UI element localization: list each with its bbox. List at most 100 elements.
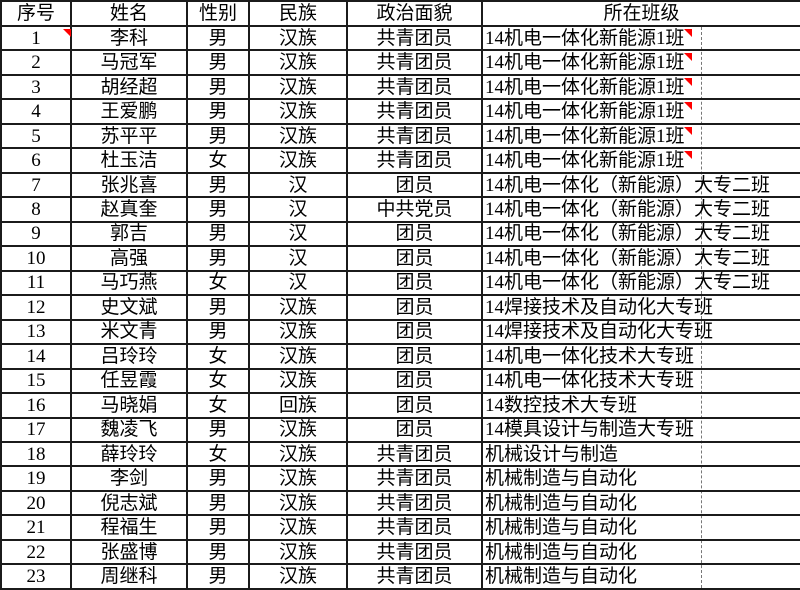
cell-political[interactable]: 共青团员 — [346, 24, 483, 52]
cell-gender[interactable]: 男 — [186, 416, 250, 443]
cell-ethnicity[interactable]: 汉族 — [248, 514, 348, 541]
cell-ethnicity[interactable]: 汉族 — [248, 489, 348, 517]
cell-political[interactable]: 团员 — [346, 269, 483, 297]
cell-ethnicity[interactable]: 汉族 — [248, 294, 348, 321]
cell-political[interactable]: 团员 — [346, 294, 483, 321]
cell-gender[interactable]: 男 — [186, 514, 250, 541]
cell-name[interactable]: 李剑 — [70, 465, 188, 492]
cell-ethnicity[interactable]: 汉族 — [248, 98, 348, 125]
cell-name[interactable]: 吕玲玲 — [70, 343, 188, 370]
cell-gender[interactable]: 男 — [186, 563, 250, 590]
cell-political[interactable]: 共青团员 — [346, 489, 483, 517]
cell-political[interactable]: 共青团员 — [346, 514, 483, 541]
cell-ethnicity[interactable]: 汉族 — [248, 440, 348, 468]
cell-ethnicity[interactable]: 汉族 — [248, 318, 348, 346]
cell-ethnicity[interactable]: 汉 — [248, 220, 348, 248]
cell-political[interactable]: 团员 — [346, 318, 483, 346]
cell-gender[interactable]: 男 — [186, 489, 250, 517]
cell-gender[interactable]: 男 — [186, 49, 250, 76]
cell-ethnicity[interactable]: 汉族 — [248, 563, 348, 590]
cell-class[interactable]: 14焊接技术及自动化大专班 — [481, 294, 800, 321]
cell-index[interactable]: 23 — [0, 563, 72, 590]
cell-political[interactable]: 共青团员 — [346, 98, 483, 125]
cell-class[interactable]: 14机电一体化（新能源）大专二班 — [481, 171, 800, 199]
cell-name[interactable]: 杜玉洁 — [70, 147, 188, 174]
cell-name[interactable]: 马晓娟 — [70, 392, 188, 419]
cell-name[interactable]: 薛玲玲 — [70, 440, 188, 468]
cell-gender[interactable]: 男 — [186, 73, 250, 101]
cell-class[interactable]: 机械设计与制造 — [481, 440, 800, 468]
cell-political[interactable]: 共青团员 — [346, 122, 483, 150]
cell-gender[interactable]: 男 — [186, 318, 250, 346]
cell-class[interactable]: 14机电一体化新能源1班 — [481, 49, 800, 76]
cell-political[interactable]: 团员 — [346, 367, 483, 395]
cell-index[interactable]: 19 — [0, 465, 72, 492]
cell-political[interactable]: 团员 — [346, 416, 483, 443]
cell-ethnicity[interactable]: 汉族 — [248, 343, 348, 370]
cell-ethnicity[interactable]: 汉族 — [248, 416, 348, 443]
cell-gender[interactable]: 男 — [186, 245, 250, 272]
cell-political[interactable]: 中共党员 — [346, 196, 483, 223]
cell-name[interactable]: 郭吉 — [70, 220, 188, 248]
cell-gender[interactable]: 男 — [186, 196, 250, 223]
cell-gender[interactable]: 男 — [186, 24, 250, 52]
cell-gender[interactable]: 女 — [186, 343, 250, 370]
column-header-ethnicity[interactable]: 民族 — [248, 0, 348, 27]
cell-index[interactable]: 5 — [0, 122, 72, 150]
cell-class[interactable]: 14机电一体化新能源1班 — [481, 24, 800, 52]
cell-name[interactable]: 倪志斌 — [70, 489, 188, 517]
cell-ethnicity[interactable]: 汉 — [248, 196, 348, 223]
cell-name[interactable]: 王爱鹏 — [70, 98, 188, 125]
cell-political[interactable]: 共青团员 — [346, 538, 483, 566]
cell-index[interactable]: 18 — [0, 440, 72, 468]
cell-index[interactable]: 10 — [0, 245, 72, 272]
cell-political[interactable]: 团员 — [346, 245, 483, 272]
cell-index[interactable]: 13 — [0, 318, 72, 346]
cell-class[interactable]: 机械制造与自动化 — [481, 514, 800, 541]
cell-ethnicity[interactable]: 汉族 — [248, 538, 348, 566]
cell-ethnicity[interactable]: 汉族 — [248, 367, 348, 395]
cell-class[interactable]: 机械制造与自动化 — [481, 489, 800, 517]
cell-gender[interactable]: 男 — [186, 220, 250, 248]
cell-gender[interactable]: 男 — [186, 122, 250, 150]
cell-class[interactable]: 14模具设计与制造大专班 — [481, 416, 800, 443]
cell-class[interactable]: 14机电一体化（新能源）大专二班 — [481, 196, 800, 223]
cell-index[interactable]: 1 — [0, 24, 72, 52]
cell-index[interactable]: 4 — [0, 98, 72, 125]
cell-name[interactable]: 张盛博 — [70, 538, 188, 566]
column-header-class[interactable]: 所在班级 — [481, 0, 800, 27]
cell-index[interactable]: 6 — [0, 147, 72, 174]
cell-name[interactable]: 周继科 — [70, 563, 188, 590]
cell-name[interactable]: 魏凌飞 — [70, 416, 188, 443]
cell-class[interactable]: 机械制造与自动化 — [481, 538, 800, 566]
cell-class[interactable]: 机械制造与自动化 — [481, 465, 800, 492]
cell-ethnicity[interactable]: 汉族 — [248, 122, 348, 150]
cell-index[interactable]: 8 — [0, 196, 72, 223]
cell-index[interactable]: 11 — [0, 269, 72, 297]
cell-ethnicity[interactable]: 汉族 — [248, 49, 348, 76]
cell-gender[interactable]: 男 — [186, 538, 250, 566]
cell-political[interactable]: 团员 — [346, 171, 483, 199]
cell-ethnicity[interactable]: 汉族 — [248, 147, 348, 174]
cell-political[interactable]: 共青团员 — [346, 73, 483, 101]
cell-class[interactable]: 14数控技术大专班 — [481, 392, 800, 419]
cell-index[interactable]: 15 — [0, 367, 72, 395]
cell-gender[interactable]: 女 — [186, 392, 250, 419]
cell-index[interactable]: 2 — [0, 49, 72, 76]
cell-ethnicity[interactable]: 汉 — [248, 245, 348, 272]
cell-political[interactable]: 共青团员 — [346, 440, 483, 468]
cell-gender[interactable]: 男 — [186, 171, 250, 199]
cell-name[interactable]: 程福生 — [70, 514, 188, 541]
cell-ethnicity[interactable]: 汉族 — [248, 465, 348, 492]
cell-class[interactable]: 14机电一体化技术大专班 — [481, 343, 800, 370]
cell-name[interactable]: 高强 — [70, 245, 188, 272]
cell-gender[interactable]: 女 — [186, 269, 250, 297]
cell-class[interactable]: 14机电一体化技术大专班 — [481, 367, 800, 395]
cell-political[interactable]: 共青团员 — [346, 49, 483, 76]
cell-political[interactable]: 共青团员 — [346, 147, 483, 174]
cell-gender[interactable]: 男 — [186, 294, 250, 321]
cell-ethnicity[interactable]: 汉 — [248, 269, 348, 297]
cell-political[interactable]: 共青团员 — [346, 563, 483, 590]
cell-name[interactable]: 马巧燕 — [70, 269, 188, 297]
cell-gender[interactable]: 男 — [186, 465, 250, 492]
